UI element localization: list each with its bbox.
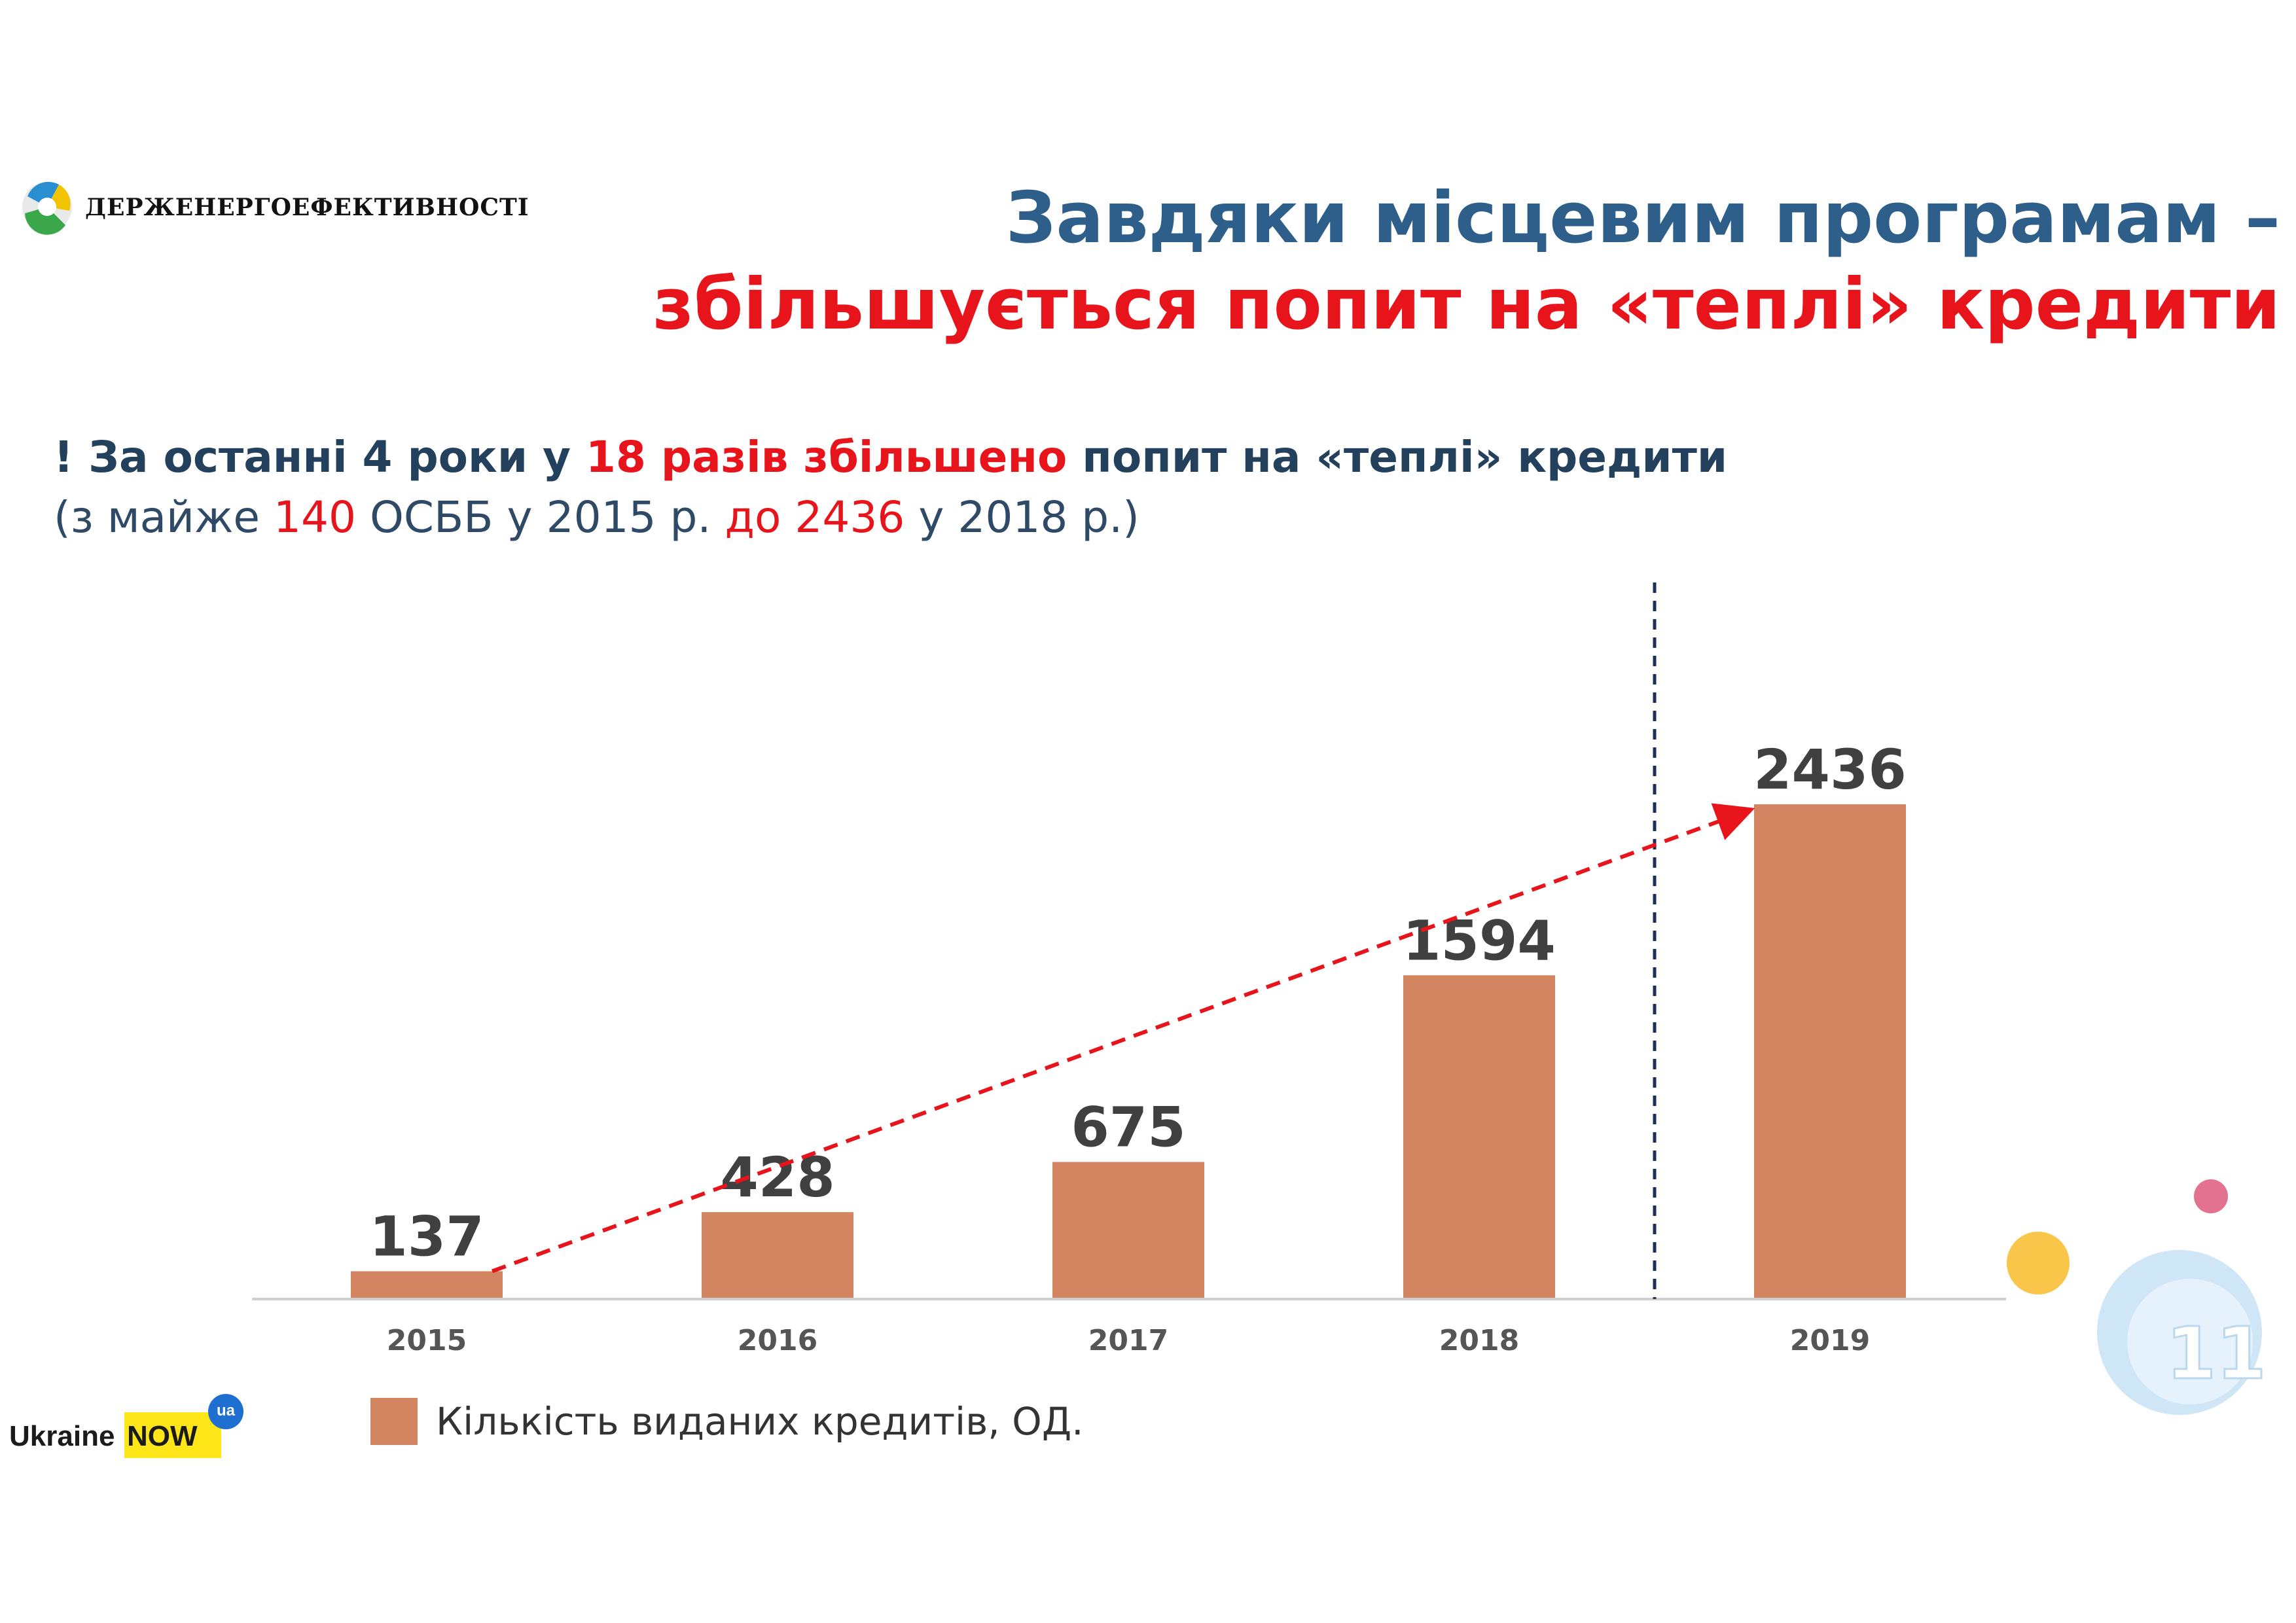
page-title: Завдяки місцевим програмам – збільшуєтьс…: [653, 175, 2280, 348]
yellow-dot-icon: [2007, 1232, 2070, 1294]
legend-swatch: [370, 1398, 418, 1445]
agency-logo: ДЕРЖЕНЕРГОЕФЕКТИВНОСТІ: [20, 177, 529, 242]
x-tick-label-2018: 2018: [1439, 1324, 1519, 1357]
value-label-2015: 137: [369, 1204, 484, 1268]
value-label-2018: 1594: [1403, 908, 1556, 972]
page-number: 11: [2166, 1311, 2266, 1395]
trend-arrow: [491, 803, 1755, 1274]
subtitle-2-part-a: (з майже: [54, 492, 274, 543]
bar-2018: [1403, 975, 1555, 1299]
agency-emblem-icon: [22, 181, 72, 235]
subtitle-2-highlight-a: 140: [274, 492, 356, 543]
subtitle-1-highlight: 18 разів збільшено: [586, 432, 1067, 482]
x-tick-labels-group: 2015 2016 2017 2018 2019: [387, 1324, 1870, 1357]
bars-group: [351, 804, 1906, 1299]
bar-2016: [702, 1212, 853, 1299]
legend-label: Кількість виданих кредитів, ОД.: [436, 1399, 1084, 1444]
bar-2017: [1052, 1162, 1204, 1299]
x-tick-label-2015: 2015: [387, 1324, 467, 1357]
brand-word-now: NOW: [127, 1420, 198, 1452]
title-line-2: збільшується попит на «теплі» кредити: [653, 264, 2280, 346]
value-label-2017: 675: [1071, 1096, 1185, 1160]
subtitle-2-highlight-b: до 2436: [725, 492, 905, 543]
subtitle-1-part-c: попит на «теплі» кредити: [1067, 432, 1728, 482]
brand-badge-ua: ua: [208, 1394, 243, 1429]
x-tick-label-2016: 2016: [738, 1324, 817, 1357]
title-line-1: Завдяки місцевим програмам –: [1005, 177, 2280, 259]
pink-dot-icon: [2194, 1179, 2228, 1213]
value-label-2019: 2436: [1753, 738, 1907, 802]
x-tick-label-2017: 2017: [1088, 1324, 1168, 1357]
value-label-2016: 428: [720, 1145, 834, 1209]
subtitle-2-part-c: ОСББ у 2015 р.: [355, 492, 725, 543]
value-labels-group: 137 428 675 1594 2436: [369, 738, 1907, 1268]
subtitle-1-part-a: ! За останні 4 роки у: [54, 432, 586, 482]
subtitle-line-1: ! За останні 4 роки у 18 разів збільшено…: [54, 432, 1727, 482]
brand-word-ukraine: Ukraine: [9, 1420, 115, 1452]
ukraine-now-logo: Ukraine NOW ua: [9, 1394, 245, 1466]
now-highlight-box: [124, 1412, 221, 1458]
subtitle-line-2: (з майже 140 ОСББ у 2015 р. до 2436 у 20…: [54, 492, 1139, 543]
bar-2015: [351, 1271, 503, 1299]
bar-2019: [1754, 804, 1906, 1299]
agency-name: ДЕРЖЕНЕРГОЕФЕКТИВНОСТІ: [85, 194, 529, 221]
x-tick-label-2019: 2019: [1790, 1324, 1870, 1357]
page-bubble-inner-icon: [2127, 1279, 2253, 1404]
page-number-decoration: 11: [2007, 1179, 2267, 1415]
subtitle-2-part-e: у 2018 р.): [905, 492, 1139, 543]
